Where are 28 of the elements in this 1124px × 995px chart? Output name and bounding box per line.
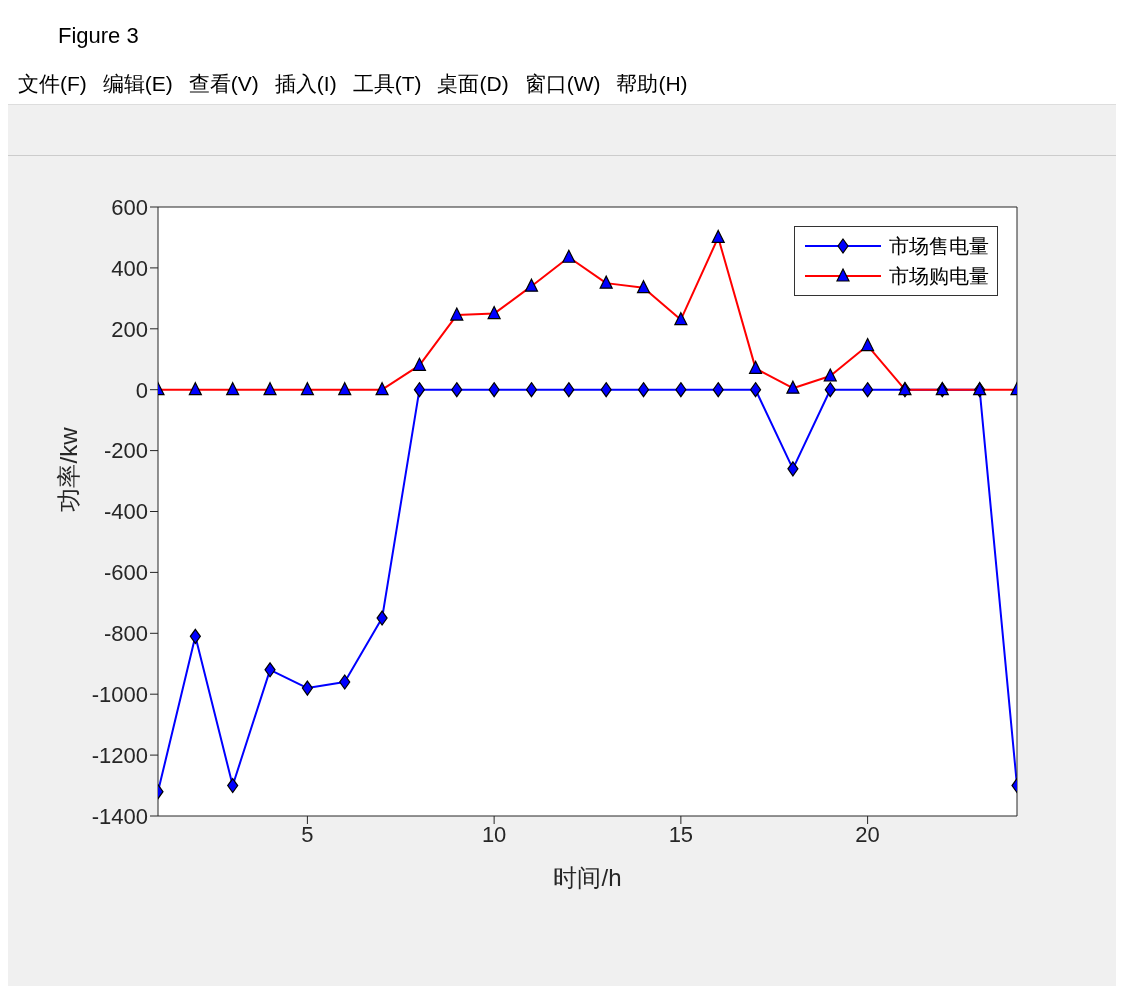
legend-label: 市场售电量 bbox=[889, 233, 989, 259]
text: 窗口(W) bbox=[524, 71, 601, 97]
y-axis-title: 功率/kw bbox=[54, 426, 82, 512]
x-tick-label: 5 bbox=[301, 821, 314, 847]
legend-label: 市场购电量 bbox=[889, 263, 989, 289]
text: 桌面(D) bbox=[437, 71, 509, 97]
text: 帮助(H) bbox=[616, 71, 688, 97]
caption: Figure 3 bbox=[8, 8, 1116, 64]
y-tick-label: -400 bbox=[103, 499, 148, 525]
text: 工具(T) bbox=[352, 71, 422, 97]
text: 插入(I) bbox=[274, 71, 337, 97]
y-tick-label: 400 bbox=[111, 255, 148, 281]
y-tick-label: -1200 bbox=[91, 742, 148, 768]
x-tick-label: 10 bbox=[481, 821, 507, 847]
text: 文件(F) bbox=[18, 71, 87, 97]
y-tick-label: -800 bbox=[103, 621, 148, 647]
text: 编辑(E) bbox=[102, 71, 173, 97]
x-tick-label: 20 bbox=[855, 821, 880, 847]
y-tick-label: -1400 bbox=[91, 803, 148, 829]
x-axis-title: 时间/h bbox=[553, 864, 622, 891]
y-tick-label: -200 bbox=[103, 438, 148, 464]
text: 查看(V) bbox=[188, 71, 259, 97]
y-tick-label: -600 bbox=[103, 560, 148, 586]
y-tick-label: 600 bbox=[111, 194, 148, 220]
x-tick-label: 15 bbox=[668, 821, 694, 847]
y-tick-label: 0 bbox=[135, 377, 148, 403]
y-tick-label: -1000 bbox=[91, 682, 148, 708]
y-tick-label: 200 bbox=[111, 316, 148, 342]
